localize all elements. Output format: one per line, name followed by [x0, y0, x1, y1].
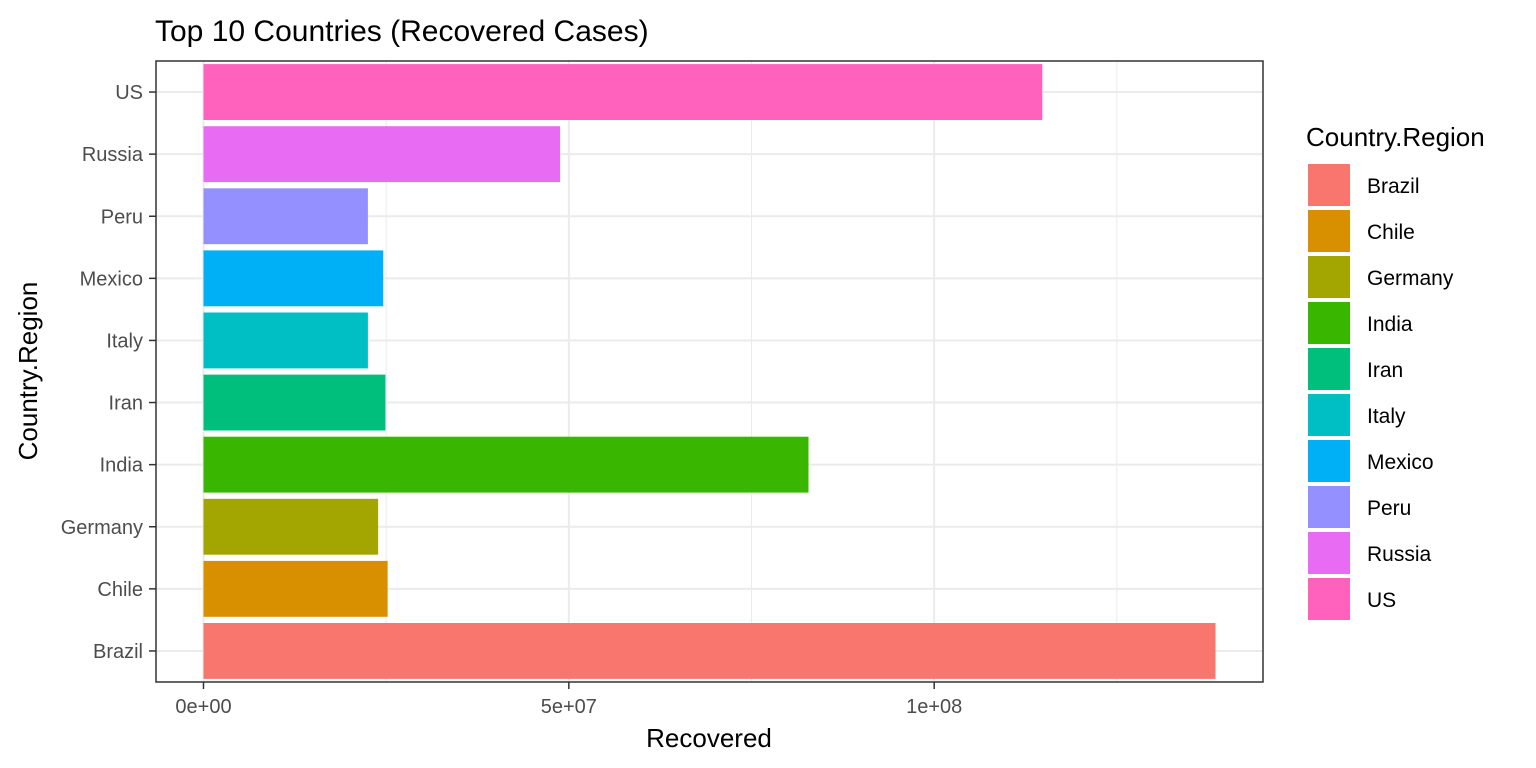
y-tick-label: Brazil [93, 641, 143, 663]
x-axis: 0e+00 5e+07 1e+08 [175, 682, 962, 718]
legend: Country.Region Brazil Chile Germany India Ir… [1306, 122, 1485, 620]
legend-key [1308, 164, 1350, 206]
legend-label: Germany [1367, 267, 1454, 290]
legend-label: US [1367, 589, 1396, 612]
legend-label: Brazil [1367, 175, 1420, 198]
y-tick-label: Russia [82, 144, 144, 166]
y-tick-label: Mexico [80, 268, 143, 290]
legend-key [1308, 440, 1350, 482]
bar-russia [203, 126, 561, 183]
bar-iran [203, 374, 386, 431]
legend-key [1308, 578, 1350, 620]
legend-label: Chile [1367, 221, 1415, 244]
legend-key [1308, 302, 1350, 344]
legend-label: Peru [1367, 497, 1411, 520]
y-tick-label: Iran [109, 393, 143, 415]
legend-label: Russia [1367, 543, 1432, 566]
y-tick-label: Italy [106, 330, 143, 352]
y-tick-label: Peru [101, 206, 143, 228]
plot-border [155, 60, 1264, 683]
legend-key [1308, 256, 1350, 298]
y-tick-label: US [115, 82, 143, 104]
x-tick-label: 1e+08 [906, 696, 962, 718]
x-tick-label: 0e+00 [175, 696, 231, 718]
legend-key [1308, 348, 1350, 390]
bar-italy [203, 312, 368, 369]
legend-key [1308, 210, 1350, 252]
x-axis-title: Recovered [646, 723, 772, 753]
y-tick-label: Germany [61, 517, 143, 539]
legend-label: India [1367, 313, 1413, 336]
legend-key [1308, 486, 1350, 528]
legend-key [1308, 532, 1350, 574]
legend-label: Iran [1367, 359, 1403, 382]
legend-label: Italy [1367, 405, 1406, 428]
y-axis: Brazil Chile Germany India Iran Italy Mexico Pe… [61, 82, 156, 663]
chart-title: Top 10 Countries (Recovered Cases) [155, 15, 649, 48]
bar-peru [203, 188, 368, 245]
bar-germany [203, 498, 379, 555]
bars [203, 64, 1216, 679]
bar-india [203, 436, 809, 493]
bar-mexico [203, 250, 384, 307]
legend-label: Mexico [1367, 451, 1434, 474]
y-axis-title: Country.Region [13, 282, 43, 461]
bar-brazil [203, 623, 1216, 679]
legend-title: Country.Region [1306, 122, 1485, 152]
bar-chile [203, 560, 388, 617]
bar-us [203, 64, 1043, 120]
y-tick-label: India [100, 455, 144, 477]
y-tick-label: Chile [97, 579, 143, 601]
legend-key [1308, 394, 1350, 436]
x-tick-label: 5e+07 [541, 696, 597, 718]
